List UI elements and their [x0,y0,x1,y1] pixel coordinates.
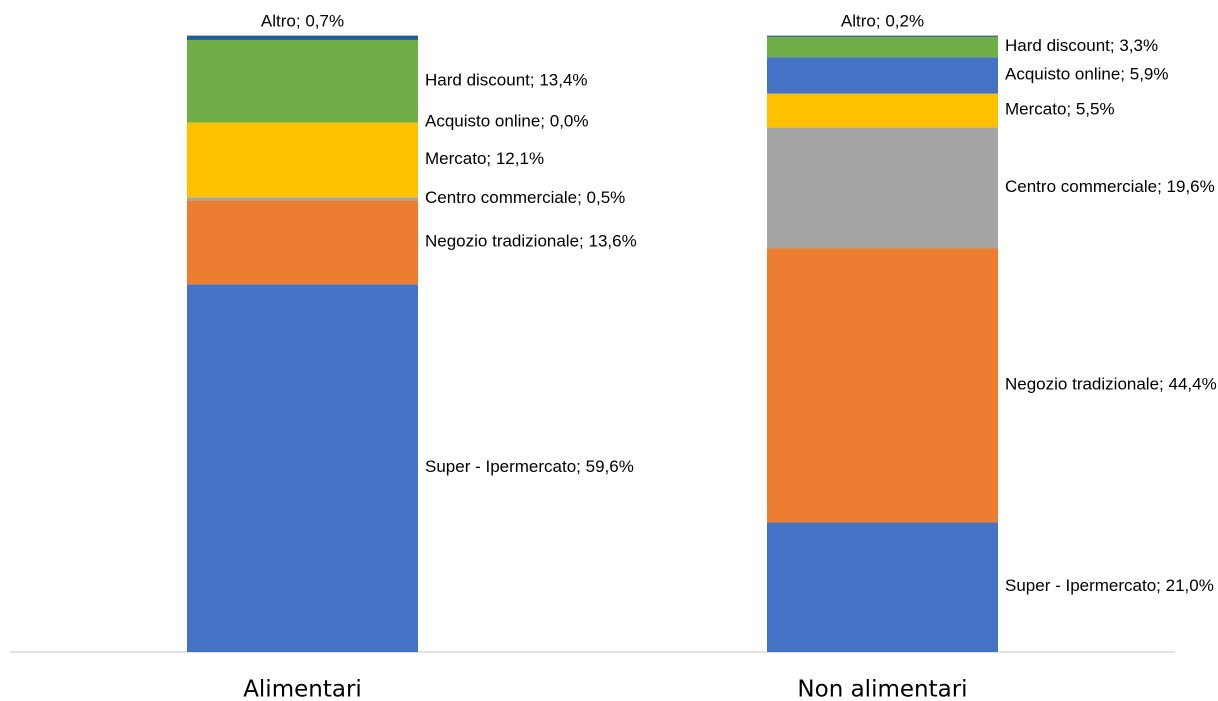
bar-segment [187,39,418,123]
bar-segment [767,127,998,249]
bar-segment [767,93,998,128]
data-label: Acquisto online; 5,9% [1005,65,1169,84]
bar-segment [767,36,998,58]
x-tick-label: Non alimentari [797,677,967,701]
bar-segment [187,122,418,198]
bar-segment [187,35,418,40]
data-label: Acquisto online; 0,0% [425,112,589,131]
data-label: Centro commerciale; 19,6% [1005,178,1215,197]
bar-segment [767,248,998,523]
x-tick-label: Alimentari [243,677,362,701]
bar-segment [187,284,418,652]
data-label: Super - Ipermercato; 59,6% [425,458,634,477]
data-label: Mercato; 12,1% [425,149,544,168]
data-label: Mercato; 5,5% [1005,100,1115,119]
bar-segment [187,200,418,285]
bar-segment [767,35,998,37]
data-label: Super - Ipermercato; 21,0% [1005,577,1214,596]
data-label: Hard discount; 3,3% [1005,37,1158,56]
data-label: Negozio tradizionale; 13,6% [425,232,637,251]
bar-segment [187,197,418,201]
data-label: Negozio tradizionale; 44,4% [1005,375,1217,394]
data-label: Hard discount; 13,4% [425,71,588,90]
data-label: Altro; 0,2% [841,11,924,30]
data-label: Altro; 0,7% [261,11,344,30]
bar-segment [767,57,998,94]
bar-segment [767,522,998,652]
data-label: Centro commerciale; 0,5% [425,188,625,207]
